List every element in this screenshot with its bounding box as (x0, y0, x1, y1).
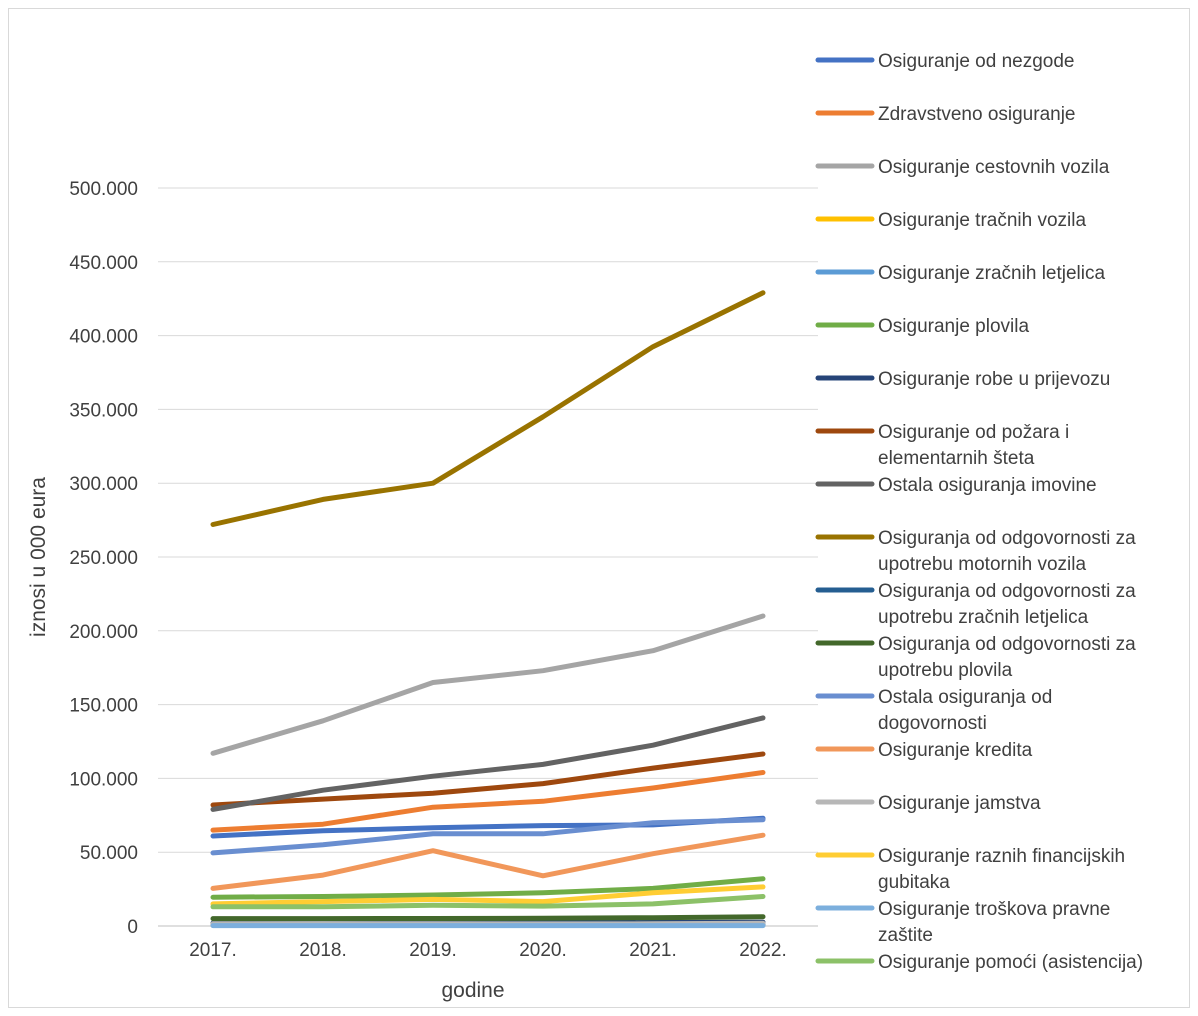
y-tick-label: 350.000 (69, 400, 138, 421)
chart-frame (8, 8, 1190, 1008)
legend-label-10: Osiguranja od odgovornosti za upotrebu mo… (878, 528, 1136, 575)
x-tick-label: 2021. (629, 940, 677, 961)
series-line-16 (210, 884, 766, 907)
x-tick-label: 2017. (189, 940, 237, 961)
legend-label-7: Osiguranje robe u prijevozu (878, 369, 1110, 390)
x-tick-label: 2020. (519, 940, 567, 961)
legend-label-15: Osiguranje jamstva (878, 793, 1041, 814)
y-tick-label: 200.000 (69, 622, 138, 643)
y-tick-label: 0 (127, 917, 138, 938)
legend-label-5: Osiguranje zračnih letjelica (878, 263, 1105, 284)
legend-label-18: Osiguranje pomoći (asistencija) (878, 952, 1143, 973)
y-tick-label: 100.000 (69, 769, 138, 790)
legend-label-3: Osiguranje cestovnih vozila (878, 157, 1110, 178)
legend-label-17: Osiguranje troškova pravne zaštite (878, 899, 1110, 946)
y-tick-label: 400.000 (69, 327, 138, 348)
series-line-18 (210, 894, 766, 910)
x-tick-label: 2022. (739, 940, 787, 961)
y-tick-label: 500.000 (69, 179, 138, 200)
legend-label-11: Osiguranja od odgovornosti za upotrebu zr… (878, 581, 1136, 628)
series-line-3 (210, 613, 766, 756)
legend-label-13: Ostala osiguranja od dogovornosti (878, 687, 1052, 734)
series-line-8 (210, 751, 766, 808)
gridlines (158, 187, 818, 927)
legend-label-9: Ostala osiguranja imovine (878, 475, 1097, 496)
y-axis-title: iznosi u 000 eura (27, 477, 50, 637)
series-line-10 (210, 290, 766, 527)
series-line-14 (210, 832, 766, 891)
y-tick-label: 250.000 (69, 548, 138, 569)
legend-label-8: Osiguranje od požara i elementarnih šteta (878, 422, 1069, 469)
x-tick-label: 2019. (409, 940, 457, 961)
y-tick-label: 300.000 (69, 474, 138, 495)
x-axis-ticks: 2017. 2018. 2019. 2020. 2021. 2022. (189, 940, 787, 961)
legend-label-16: Osiguranje raznih financijskih gubitaka (878, 846, 1125, 893)
series-line-2 (210, 770, 766, 833)
series-lines (210, 290, 766, 929)
y-axis-ticks: 0 50.000 100.000 150.000 200.000 250.000 300.0… (69, 179, 138, 938)
legend: Osiguranje od nezgode Zdravstveno osigura… (815, 51, 1143, 973)
legend-label-12: Osiguranja od odgovornosti za upotrebu pl… (878, 634, 1136, 681)
y-tick-label: 50.000 (80, 843, 138, 864)
series-line-9 (210, 715, 766, 812)
legend-label-2: Zdravstveno osiguranje (878, 104, 1076, 125)
series-line-6 (210, 876, 766, 900)
legend-label-14: Osiguranje kredita (878, 740, 1033, 761)
y-tick-label: 450.000 (69, 253, 138, 274)
legend-label-4: Osiguranje tračnih vozila (878, 210, 1086, 231)
legend-label-6: Osiguranje plovila (878, 316, 1029, 337)
series-line-13 (210, 817, 766, 856)
x-axis-title: godine (441, 979, 504, 1002)
legend-label-1: Osiguranje od nezgode (878, 51, 1074, 72)
series-line-12 (210, 914, 766, 922)
x-tick-label: 2018. (299, 940, 347, 961)
y-tick-label: 150.000 (69, 696, 138, 717)
